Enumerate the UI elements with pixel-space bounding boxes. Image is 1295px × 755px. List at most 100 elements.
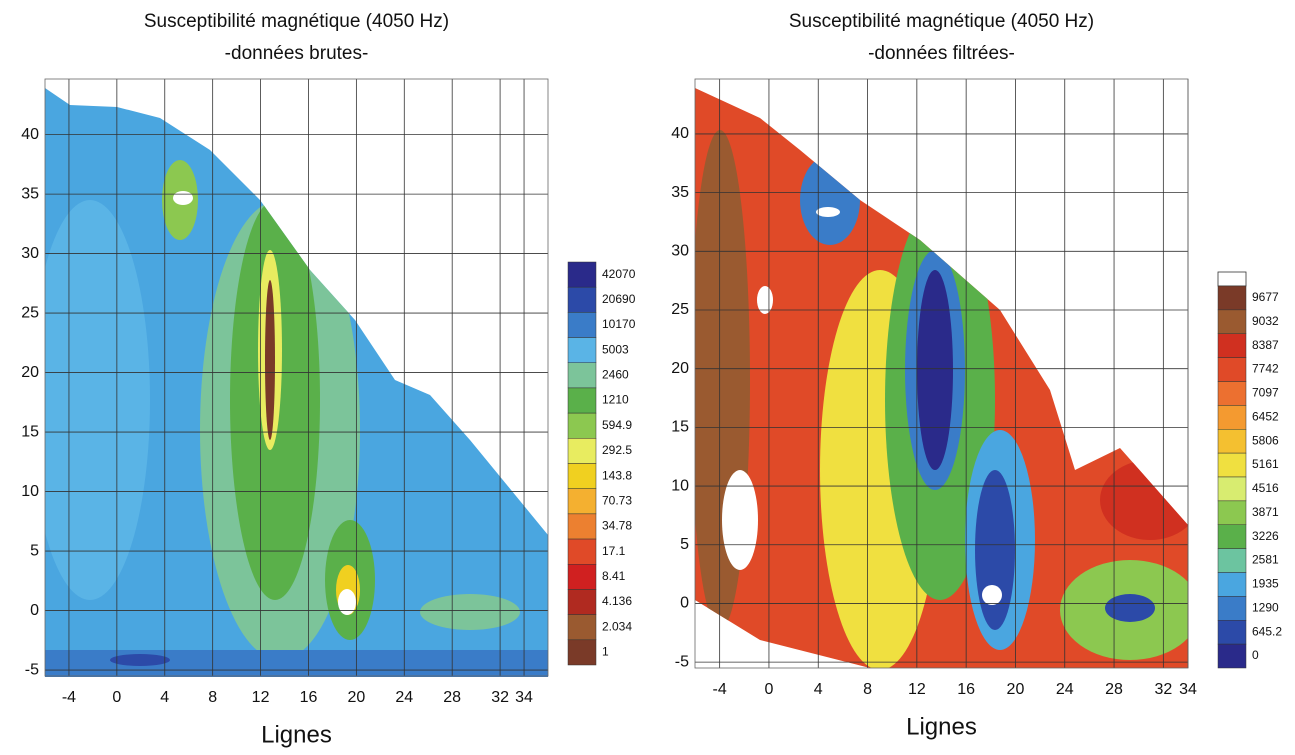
colorbar-swatch <box>1217 285 1247 311</box>
colorbar-swatch <box>1217 500 1247 525</box>
colorbar-label: 1210 <box>602 393 629 407</box>
colorbar-label: 1290 <box>1252 600 1279 614</box>
colorbar-cap <box>1217 271 1247 287</box>
y-tick-label: 15 <box>671 419 689 436</box>
x-tick-label: 16 <box>300 689 318 706</box>
colorbar-swatch <box>567 513 597 540</box>
colorbar-label: 70.73 <box>602 493 632 507</box>
y-tick-label: 5 <box>30 542 39 559</box>
y-tick-label: 0 <box>30 602 39 619</box>
y-tick-label: 40 <box>671 125 689 142</box>
colorbar-label: 7097 <box>1252 386 1279 400</box>
chart-title: Susceptibilité magnétique (4050 Hz) <box>789 11 1094 32</box>
y-tick-label: 20 <box>21 364 39 381</box>
x-tick-label: 12 <box>252 689 270 706</box>
colorbar-swatch <box>1217 572 1247 597</box>
y-tick-label: 40 <box>21 126 39 143</box>
contour-field <box>45 88 548 677</box>
y-tick-label: 5 <box>680 536 689 553</box>
colorbar-swatch <box>1217 429 1247 454</box>
y-tick-label: 15 <box>21 423 39 440</box>
colorbar-label: 1 <box>602 645 609 659</box>
x-tick-label: 4 <box>160 689 169 706</box>
x-tick-label: 20 <box>347 689 365 706</box>
colorbar-label: 8.41 <box>602 569 626 583</box>
colorbar-label: 5003 <box>602 342 629 356</box>
x-tick-label: -4 <box>62 689 76 706</box>
x-tick-label: -4 <box>713 681 727 698</box>
colorbar-label: 292.5 <box>602 443 632 457</box>
y-tick-label: 35 <box>671 184 689 201</box>
x-tick-label: 24 <box>395 689 413 706</box>
y-tick-label: 30 <box>21 245 39 262</box>
colorbar-swatch <box>1217 381 1247 406</box>
colorbar-swatch <box>1217 548 1247 573</box>
colorbar-swatch <box>1217 524 1247 549</box>
colorbar-swatch <box>567 337 597 363</box>
x-axis-label: Lignes <box>261 721 332 748</box>
y-tick-label: 10 <box>671 477 689 494</box>
colorbar-label: 143.8 <box>602 468 632 482</box>
x-tick-label: 0 <box>764 681 773 698</box>
colorbar-label: 20690 <box>602 292 636 306</box>
colorbar-label: 5161 <box>1252 457 1279 471</box>
chart-subtitle: -données filtrées- <box>868 43 1015 64</box>
colorbar-label: 5806 <box>1252 433 1279 447</box>
x-tick-label: 32 <box>491 689 509 706</box>
x-tick-label: 4 <box>814 681 823 698</box>
colorbar-label: 3226 <box>1252 529 1279 543</box>
colorbar-label: 3871 <box>1252 505 1279 519</box>
colorbar-label: 2460 <box>602 368 629 382</box>
colorbar-label: 645.2 <box>1252 624 1282 638</box>
y-tick-label: 25 <box>21 304 39 321</box>
colorbar-label: 4516 <box>1252 481 1279 495</box>
colorbar-label: 10170 <box>602 317 636 331</box>
colorbar-swatch <box>567 362 597 389</box>
colorbar-label: 34.78 <box>602 519 632 533</box>
colorbar-swatch <box>567 463 597 489</box>
x-tick-label: 20 <box>1007 681 1025 698</box>
colorbar-label: 4.136 <box>602 594 632 608</box>
y-tick-label: 25 <box>671 301 689 318</box>
chart-title: Susceptibilité magnétique (4050 Hz) <box>144 11 449 32</box>
chart-subtitle: -données brutes- <box>225 43 369 64</box>
y-tick-label: 30 <box>671 243 689 260</box>
colorbar-swatch <box>567 438 597 464</box>
colorbar-label: 7742 <box>1252 362 1279 376</box>
y-tick-label: 0 <box>680 595 689 612</box>
colorbar-label: 594.9 <box>602 418 632 432</box>
colorbar-swatch <box>567 639 597 666</box>
colorbar-label: 8387 <box>1252 338 1279 352</box>
x-tick-label: 8 <box>863 681 872 698</box>
x-tick-label: 12 <box>908 681 926 698</box>
colorbar-swatch <box>1217 405 1247 430</box>
colorbar-label: 6452 <box>1252 409 1279 423</box>
plot-frame <box>44 78 549 677</box>
x-tick-label: 34 <box>1179 681 1197 698</box>
colorbar-swatch <box>567 412 597 439</box>
colorbar-label: 0 <box>1252 648 1259 662</box>
colorbar-label: 2.034 <box>602 619 632 633</box>
colorbar-swatch <box>567 286 597 313</box>
x-tick-label: 34 <box>515 689 533 706</box>
colorbar-swatch <box>1217 643 1247 669</box>
colorbar-swatch <box>567 564 597 590</box>
y-tick-label: 20 <box>671 360 689 377</box>
contour-field <box>695 88 1188 668</box>
colorbar-label: 9032 <box>1252 314 1279 328</box>
colorbar-swatch <box>1217 309 1247 334</box>
colorbar-swatch <box>1217 596 1247 621</box>
colorbar-swatch <box>567 261 597 288</box>
colorbar-swatch <box>1217 333 1247 358</box>
colorbar-swatch <box>567 589 597 615</box>
colorbar-swatch <box>1217 452 1247 478</box>
y-tick-label: -5 <box>25 661 39 678</box>
x-tick-label: 32 <box>1154 681 1172 698</box>
colorbar-swatch <box>1217 620 1247 645</box>
colorbar-label: 1935 <box>1252 577 1279 591</box>
colorbar-label: 42070 <box>602 267 636 281</box>
x-tick-label: 0 <box>112 689 121 706</box>
x-tick-label: 16 <box>957 681 975 698</box>
y-tick-label: 35 <box>21 185 39 202</box>
